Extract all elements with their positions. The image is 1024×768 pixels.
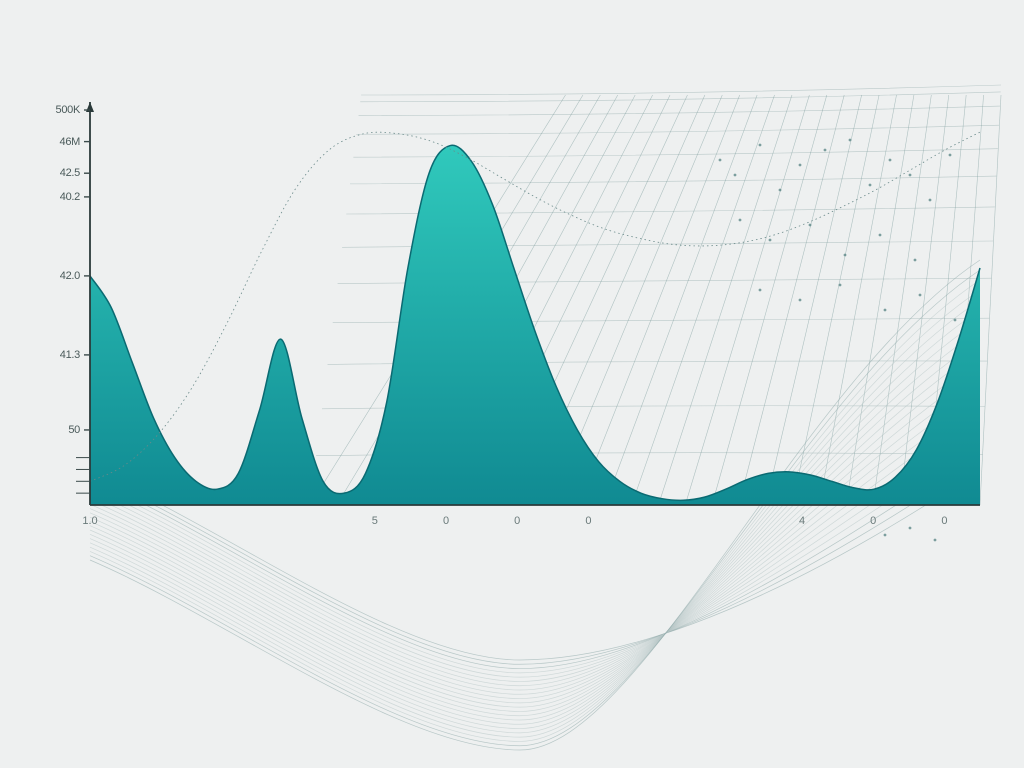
y-tick-label: 50 <box>20 424 80 436</box>
x-tick-label: 4 <box>799 515 805 527</box>
y-tick-label: 500K <box>20 104 80 116</box>
y-tick-label: 46M <box>20 136 80 148</box>
x-tick-label: 1.0 <box>82 515 97 527</box>
y-tick-label: 42.5 <box>20 167 80 179</box>
area-series <box>90 145 980 505</box>
chart-svg <box>0 0 1024 768</box>
y-tick-label: 42.0 <box>20 270 80 282</box>
y-tick-label: 40.2 <box>20 191 80 203</box>
area-chart: 500K46M42.540.242.041.350 1.05000400 <box>0 0 1024 768</box>
x-tick-label: 0 <box>443 515 449 527</box>
x-tick-label: 0 <box>870 515 876 527</box>
x-tick-label: 0 <box>585 515 591 527</box>
x-tick-label: 0 <box>514 515 520 527</box>
y-tick-label: 41.3 <box>20 349 80 361</box>
x-tick-label: 0 <box>941 515 947 527</box>
x-tick-label: 5 <box>372 515 378 527</box>
